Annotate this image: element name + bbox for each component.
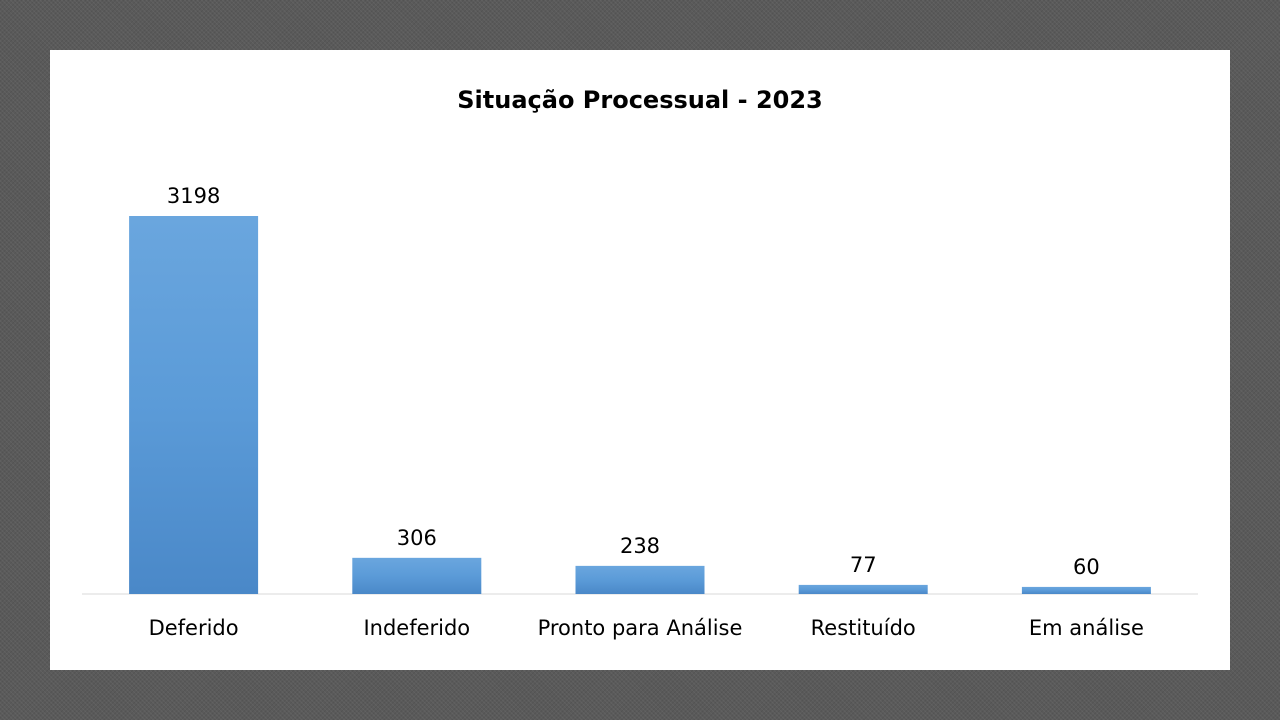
category-label-0: Deferido <box>149 616 239 640</box>
data-label-4: 60 <box>1073 555 1100 579</box>
category-label-4: Em análise <box>1029 616 1144 640</box>
data-label-3: 77 <box>850 553 877 577</box>
chart-card: Situação Processual - 2023 3198 306 238 77 6… <box>50 50 1230 670</box>
data-label-2: 238 <box>620 534 660 558</box>
bar-3 <box>798 584 928 594</box>
bar-2 <box>575 565 705 594</box>
category-label-3: Restituído <box>811 616 916 640</box>
data-label-0: 3198 <box>167 184 220 208</box>
data-labels-group: 3198 306 238 77 60 <box>167 184 1100 579</box>
bar-0 <box>129 216 259 594</box>
bar-1 <box>352 557 482 594</box>
bars-group <box>129 216 1151 594</box>
bar-4 <box>1021 586 1151 594</box>
chart-title: Situação Processual - 2023 <box>457 86 823 114</box>
category-label-1: Indeferido <box>363 616 470 640</box>
bar-chart: Situação Processual - 2023 3198 306 238 77 6… <box>82 86 1198 640</box>
category-label-2: Pronto para Análise <box>538 616 743 640</box>
data-label-1: 306 <box>397 526 437 550</box>
category-labels-group: Deferido Indeferido Pronto para Análise Res… <box>149 616 1144 640</box>
